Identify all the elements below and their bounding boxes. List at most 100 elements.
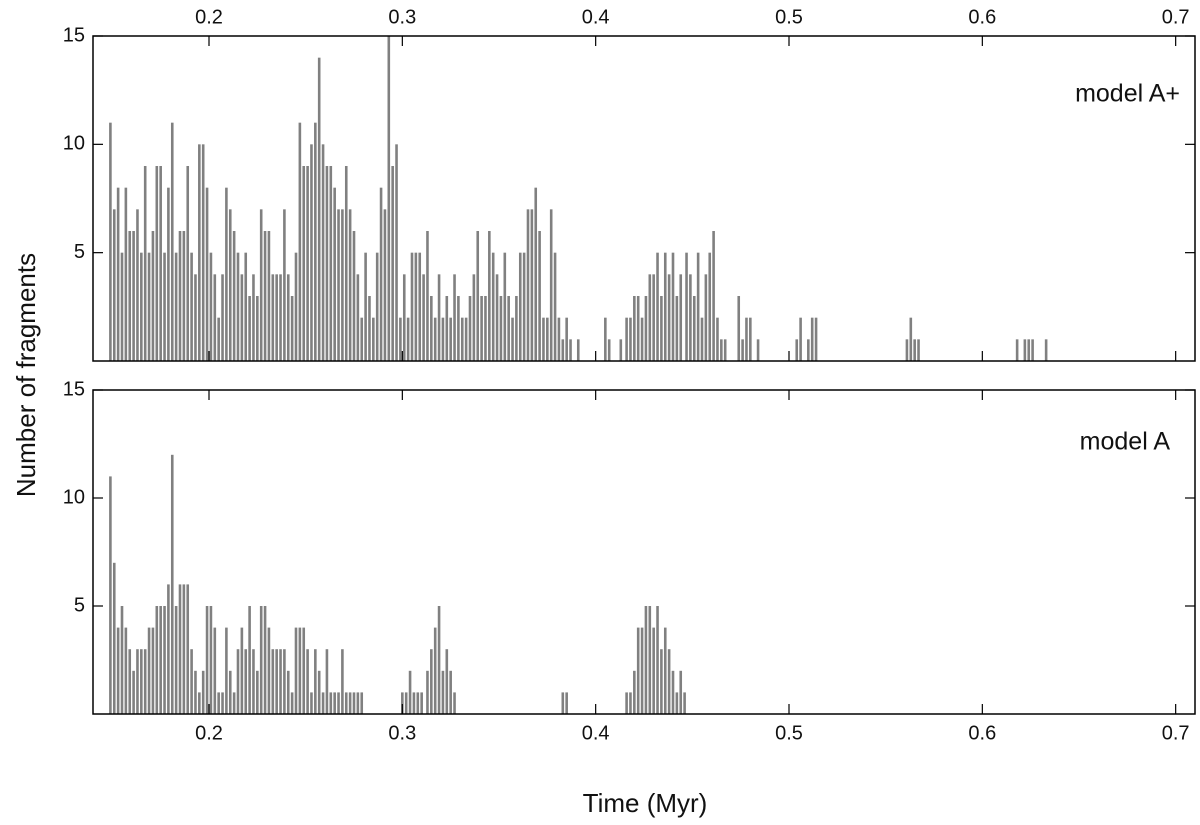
bar [186,584,190,714]
bar [418,252,422,361]
bar [644,296,648,361]
bar [737,296,741,361]
bar [143,649,147,714]
bar [271,649,275,714]
bar [228,209,232,361]
bar [190,649,193,714]
bar [457,296,460,361]
bar [716,317,719,361]
bar [182,231,186,361]
y-tick-label: 5 [74,594,85,616]
bar [671,252,675,361]
y-tick-label: 15 [63,378,85,400]
bar [633,670,636,714]
bar [136,649,139,714]
bar [252,649,255,714]
y-tick-label: 15 [63,24,85,46]
bar [317,57,321,362]
bar [360,317,364,361]
bar [352,692,356,714]
bar [116,187,120,361]
bar [329,166,333,361]
bar [756,339,760,361]
bar [170,454,174,714]
bar [290,296,294,361]
y-tick-label: 10 [63,133,85,155]
bar [468,296,472,361]
bar [240,627,244,714]
bar [228,670,232,714]
bar [341,209,344,361]
bar [236,649,240,714]
bar [120,606,124,714]
bar [636,627,640,714]
bar [232,692,236,714]
bar [741,339,744,361]
bar [656,252,659,361]
bar [723,339,727,361]
bar [236,252,240,361]
bar [399,317,402,361]
bar [302,166,306,361]
bar [663,627,667,714]
bar [132,670,135,714]
bar [795,339,799,361]
bar [660,296,663,361]
bar [636,296,640,361]
bar [679,274,683,361]
bar [194,274,197,361]
bar [530,209,534,361]
bar [538,231,541,361]
bar [263,231,267,361]
bar [652,627,655,714]
x-tick-label: 0.3 [388,722,416,744]
bar [553,252,557,361]
bar [283,209,286,361]
bar [128,231,132,361]
bar [329,692,333,714]
x-tick-label: 0.4 [582,722,610,744]
bar [174,606,178,714]
bar [449,317,452,361]
bar [464,317,468,361]
bar [112,209,116,361]
bar [321,692,325,714]
bar [675,692,679,714]
bar [576,339,580,361]
bar [221,692,224,714]
bar [696,252,700,361]
bar [116,627,120,714]
bar [275,274,278,361]
bar [263,606,267,714]
bar [337,209,340,361]
bar [449,670,452,714]
bar [201,144,205,361]
bar [503,252,507,361]
bar [341,649,344,714]
bar [256,670,259,714]
bar [404,692,408,714]
bar [720,339,723,361]
plot-frame [92,35,1196,362]
bar [412,692,416,714]
bar [279,649,282,714]
bar [561,339,565,361]
bar [348,209,352,361]
bar [170,122,174,362]
bar [275,649,278,714]
bar [352,231,356,361]
bar [379,187,383,361]
bar [279,274,282,361]
bar [147,627,151,714]
bar [294,252,298,361]
bar [290,692,294,714]
bar [310,692,313,714]
bar [437,606,441,714]
bar [271,274,275,361]
bar [225,187,228,361]
bar [155,166,159,361]
bar [298,627,302,714]
bar [652,274,655,361]
bar [656,606,659,714]
bar [1023,339,1027,361]
